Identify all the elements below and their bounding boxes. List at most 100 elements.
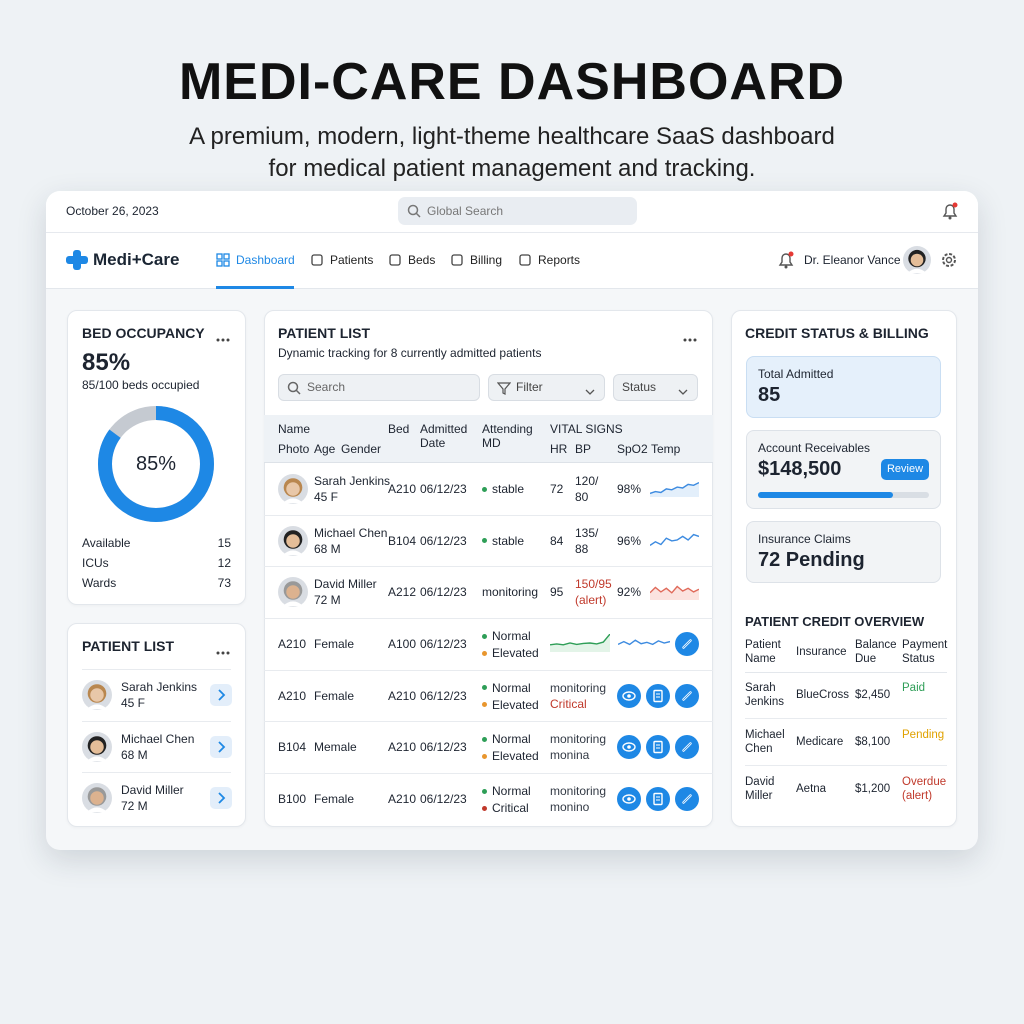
action-button[interactable] <box>675 787 699 812</box>
open-button[interactable] <box>210 787 232 809</box>
settings-icon[interactable] <box>940 251 958 269</box>
table-cell: Sarah Jenkins <box>745 682 784 708</box>
divider <box>264 721 713 723</box>
sparkline <box>649 582 700 601</box>
notification-bell[interactable] <box>940 201 960 221</box>
action-button[interactable] <box>617 787 641 812</box>
icon-part <box>942 202 958 220</box>
icon-part <box>210 787 232 809</box>
icon-part <box>216 253 230 267</box>
bed: A100 <box>388 637 417 651</box>
icon-part <box>216 338 230 342</box>
icon-part <box>683 743 691 752</box>
nav-item[interactable]: Patients <box>330 253 374 267</box>
action-button[interactable] <box>675 735 699 760</box>
column-header: Photo <box>278 442 310 456</box>
heart-rate: 95 <box>550 585 564 600</box>
icon-part <box>649 533 700 546</box>
filter-dropdown[interactable] <box>488 374 605 401</box>
gender: Female <box>314 688 355 703</box>
stat-label: Wards <box>82 576 117 590</box>
icon-part <box>311 254 323 266</box>
panel-title: PATIENT LIST <box>278 324 371 341</box>
review-button[interactable] <box>881 459 929 480</box>
status: Elevated <box>492 697 539 712</box>
divider <box>82 772 231 773</box>
icon-part <box>210 684 232 706</box>
occupancy-caption: 85/100 beds occupied <box>82 378 200 392</box>
nav-item[interactable]: Reports <box>538 253 581 267</box>
column-header: SpO2 <box>617 442 648 456</box>
status-dropdown[interactable] <box>613 374 698 401</box>
sparkline <box>649 479 700 497</box>
open-button[interactable] <box>210 684 232 706</box>
record-id: B100 <box>278 792 307 807</box>
icon-part <box>278 525 308 556</box>
action-button[interactable] <box>617 683 641 708</box>
bed: A210 <box>388 740 417 755</box>
icon-part <box>282 498 304 504</box>
action-button[interactable] <box>675 683 699 708</box>
bed: A212 <box>388 585 417 600</box>
icon-part <box>90 739 104 754</box>
more-icon[interactable] <box>216 643 230 655</box>
icon-part <box>650 586 699 601</box>
column-header: Age <box>314 442 336 456</box>
chevron <box>585 383 595 395</box>
icon-part <box>649 481 700 497</box>
icon-part <box>226 338 230 342</box>
divider <box>264 669 713 671</box>
global-search[interactable] <box>398 197 637 225</box>
progress-fill <box>758 492 893 498</box>
heart-rate: 84 <box>550 533 564 548</box>
icon-part <box>688 338 692 342</box>
review-button-label[interactable]: Review <box>886 463 924 475</box>
icon-part <box>693 338 697 342</box>
action-button[interactable] <box>646 735 670 760</box>
nav-item[interactable]: Billing <box>470 253 503 267</box>
nav-item[interactable]: Dashboard <box>236 253 295 267</box>
patient-name: Sarah Jenkins <box>314 474 391 488</box>
stat-card-value: 72 Pending <box>758 549 865 571</box>
action-button[interactable] <box>617 735 641 760</box>
search-input[interactable] <box>278 374 480 401</box>
action-button[interactable] <box>646 683 670 708</box>
sparkline <box>549 633 611 652</box>
column-header: Balance Due <box>855 639 897 665</box>
table-cell: David Miller <box>745 776 775 802</box>
table-cell: BlueCross <box>796 689 850 701</box>
icon-part <box>903 246 931 274</box>
status: Normal <box>492 680 531 695</box>
icon-part <box>287 381 301 395</box>
status: Normal <box>492 629 531 643</box>
nav-item[interactable]: Beds <box>408 253 436 267</box>
status-dot <box>482 633 487 639</box>
logo-icon <box>65 249 89 271</box>
admitted-date: 06/12/23 <box>420 533 467 548</box>
icon-part <box>216 253 223 260</box>
icon-part <box>210 735 232 758</box>
icon-part <box>216 651 230 655</box>
icon-part <box>650 482 699 497</box>
icon-part <box>778 251 794 269</box>
brand: Medi+Care <box>93 250 180 269</box>
icon-part <box>210 735 232 758</box>
nav-icon <box>216 253 230 267</box>
icon-part <box>683 338 687 342</box>
more-icon[interactable] <box>216 330 230 342</box>
icon-part <box>82 731 112 762</box>
avatar <box>278 525 308 556</box>
icon-part <box>282 550 304 555</box>
action-button[interactable] <box>646 787 670 812</box>
notification-bell[interactable] <box>776 250 796 270</box>
divider <box>82 669 231 670</box>
patient-details: 45 F <box>314 490 339 504</box>
icon-part <box>216 651 220 655</box>
icon-part <box>942 253 956 267</box>
blood-pressure: 135/ <box>575 525 599 540</box>
more-icon[interactable] <box>683 330 697 342</box>
open-button[interactable] <box>210 735 232 758</box>
icon-part <box>649 533 700 546</box>
action-button[interactable] <box>675 632 699 656</box>
